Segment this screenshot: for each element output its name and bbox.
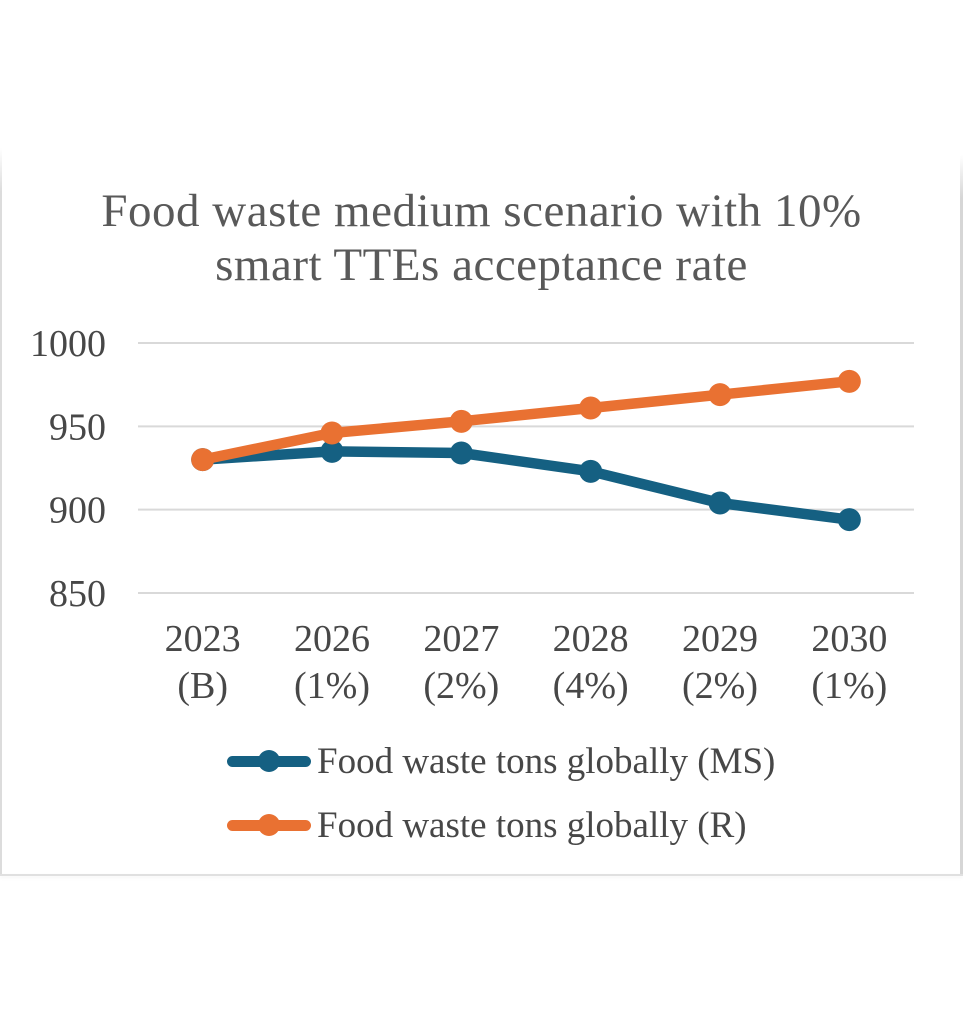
x-axis-tick-sublabel: (B) [177, 665, 228, 707]
data-point-marker [320, 421, 344, 445]
x-axis-tick-label: 2028 [553, 618, 629, 660]
chart-title-line-2: smart TTEs acceptance rate [215, 239, 748, 291]
data-point-marker [837, 369, 861, 393]
series-line-0 [197, 446, 855, 525]
x-axis-tick-sublabel: (1%) [811, 665, 887, 707]
legend-label: Food waste tons globally (MS) [317, 740, 776, 782]
data-point-marker [449, 441, 473, 465]
y-axis-tick-label: 850 [49, 573, 106, 615]
data-point-marker [837, 508, 861, 532]
page-edge-left [0, 148, 2, 875]
x-axis-tick-sublabel: (1%) [294, 665, 370, 707]
legend-label: Food waste tons globally (R) [317, 804, 747, 846]
legend-item: Food waste tons globally (R) [227, 800, 775, 850]
y-axis-tick-label: 1000 [30, 323, 106, 365]
data-point-marker [579, 459, 603, 483]
page-edge-right [960, 155, 963, 875]
x-axis-tick-label: 2026 [294, 618, 370, 660]
data-point-marker [579, 396, 603, 420]
chart-title-line-1: Food waste medium scenario with 10% [101, 185, 862, 237]
data-point-marker [708, 383, 732, 407]
legend: Food waste tons globally (MS) Food waste … [227, 736, 775, 864]
y-axis-tick-label: 950 [49, 406, 106, 448]
legend-dot-icon [258, 814, 280, 836]
y-axis-tick-label: 900 [49, 490, 106, 532]
x-axis-tick-sublabel: (2%) [682, 665, 758, 707]
legend-line-marker-icon [227, 814, 311, 836]
plot-area: 850 900 950 1000 2023 (B) 2026 (1%) 2027 (2%) 2028… [30, 323, 914, 707]
data-point-marker [449, 409, 473, 433]
data-point-marker [708, 491, 732, 515]
x-axis-tick-label: 2023 [165, 618, 241, 660]
x-axis-tick-label: 2027 [423, 618, 499, 660]
series-line-1 [197, 376, 855, 465]
page-edge-bottom [0, 874, 963, 876]
x-axis-tick-sublabel: (2%) [423, 665, 499, 707]
x-axis-tick-sublabel: (4%) [553, 665, 629, 707]
data-point-marker [191, 448, 215, 472]
legend-line-marker-icon [227, 750, 311, 772]
legend-dot-icon [258, 750, 280, 772]
x-axis-tick-label: 2029 [682, 618, 758, 660]
data-point-marker [320, 439, 344, 463]
chart-title: Food waste medium scenario with 10% smar… [0, 184, 963, 292]
legend-item: Food waste tons globally (MS) [227, 736, 775, 786]
x-axis-tick-label: 2030 [811, 618, 887, 660]
